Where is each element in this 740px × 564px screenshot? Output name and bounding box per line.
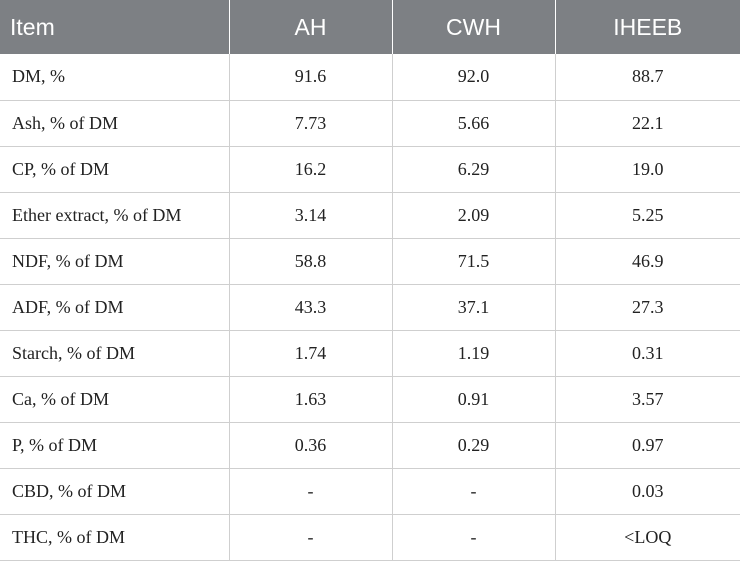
row-label: DM, % — [0, 54, 230, 101]
table-row: P, % of DM 0.36 0.29 0.97 — [0, 422, 740, 469]
cell-ah: 58.8 — [229, 238, 393, 285]
cell-iheeb: 46.9 — [555, 238, 740, 285]
cell-cwh: 71.5 — [392, 238, 556, 285]
cell-ah: 3.14 — [229, 192, 393, 239]
header-cwh: CWH — [392, 0, 556, 54]
table-row: DM, % 91.6 92.0 88.7 — [0, 54, 740, 101]
cell-cwh: 5.66 — [392, 100, 556, 147]
cell-iheeb: 0.31 — [555, 330, 740, 377]
cell-ah: - — [229, 468, 393, 515]
cell-iheeb: <LOQ — [555, 514, 740, 561]
cell-cwh: 92.0 — [392, 54, 556, 101]
cell-iheeb: 0.03 — [555, 468, 740, 515]
cell-iheeb: 22.1 — [555, 100, 740, 147]
row-label: Ca, % of DM — [0, 376, 230, 423]
cell-cwh: 1.19 — [392, 330, 556, 377]
cell-cwh: 0.29 — [392, 422, 556, 469]
table-body: DM, % 91.6 92.0 88.7 Ash, % of DM 7.73 5… — [0, 54, 740, 561]
table-header: Item AH CWH IHEEB — [0, 0, 740, 54]
cell-iheeb: 5.25 — [555, 192, 740, 239]
row-label: Ash, % of DM — [0, 100, 230, 147]
row-label: CP, % of DM — [0, 146, 230, 193]
header-iheeb: IHEEB — [555, 0, 740, 54]
cell-iheeb: 88.7 — [555, 54, 740, 101]
cell-iheeb: 19.0 — [555, 146, 740, 193]
cell-ah: 43.3 — [229, 284, 393, 331]
header-ah: AH — [229, 0, 393, 54]
cell-ah: 91.6 — [229, 54, 393, 101]
cell-cwh: 6.29 — [392, 146, 556, 193]
cell-cwh: - — [392, 468, 556, 515]
cell-cwh: - — [392, 514, 556, 561]
cell-iheeb: 0.97 — [555, 422, 740, 469]
cell-ah: 0.36 — [229, 422, 393, 469]
row-label: NDF, % of DM — [0, 238, 230, 285]
cell-ah: 7.73 — [229, 100, 393, 147]
table-row: Ash, % of DM 7.73 5.66 22.1 — [0, 100, 740, 147]
table-row: Ca, % of DM 1.63 0.91 3.57 — [0, 376, 740, 423]
row-label: ADF, % of DM — [0, 284, 230, 331]
row-label: Starch, % of DM — [0, 330, 230, 377]
row-label: Ether extract, % of DM — [0, 192, 230, 239]
table-row: CBD, % of DM - - 0.03 — [0, 468, 740, 515]
table-row: Ether extract, % of DM 3.14 2.09 5.25 — [0, 192, 740, 239]
table-row: THC, % of DM - - <LOQ — [0, 514, 740, 561]
table-row: Starch, % of DM 1.74 1.19 0.31 — [0, 330, 740, 377]
cell-ah: 16.2 — [229, 146, 393, 193]
cell-cwh: 37.1 — [392, 284, 556, 331]
row-label: P, % of DM — [0, 422, 230, 469]
cell-ah: - — [229, 514, 393, 561]
row-label: CBD, % of DM — [0, 468, 230, 515]
row-label: THC, % of DM — [0, 514, 230, 561]
header-item: Item — [0, 0, 230, 54]
cell-iheeb: 3.57 — [555, 376, 740, 423]
header-row: Item AH CWH IHEEB — [0, 0, 740, 54]
cell-cwh: 2.09 — [392, 192, 556, 239]
cell-cwh: 0.91 — [392, 376, 556, 423]
table-row: CP, % of DM 16.2 6.29 19.0 — [0, 146, 740, 193]
cell-ah: 1.63 — [229, 376, 393, 423]
table-row: ADF, % of DM 43.3 37.1 27.3 — [0, 284, 740, 331]
cell-iheeb: 27.3 — [555, 284, 740, 331]
cell-ah: 1.74 — [229, 330, 393, 377]
table-row: NDF, % of DM 58.8 71.5 46.9 — [0, 238, 740, 285]
